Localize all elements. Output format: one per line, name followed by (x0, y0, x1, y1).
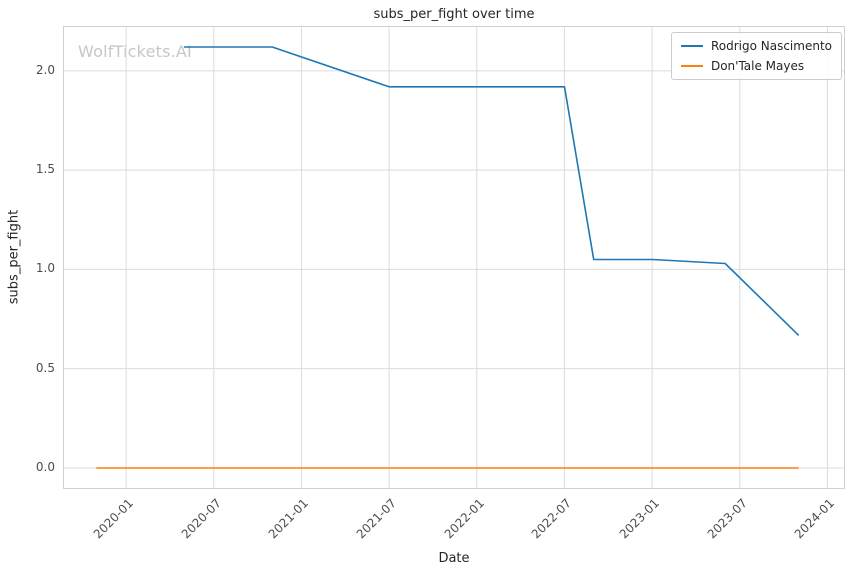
legend-line-swatch (680, 45, 703, 47)
watermark: WolfTickets.AI (78, 42, 192, 61)
legend-line-swatch (680, 65, 703, 67)
x-tick-label: 2020-07 (178, 496, 224, 542)
chart-title: subs_per_fight over time (373, 7, 535, 22)
y-tick-label: 0.0 (35, 459, 55, 474)
legend-item[interactable]: Don'Tale Mayes (680, 59, 832, 73)
y-tick-label: 2.0 (35, 62, 55, 77)
legend-item-label: Rodrigo Nascimento (710, 39, 832, 53)
y-tick-label: 0.5 (35, 360, 55, 375)
x-tick-label: 2021-07 (353, 496, 400, 542)
legend-item-label: Don'Tale Mayes (710, 59, 805, 73)
x-tick-label: 2024-01 (792, 496, 838, 542)
x-tick-label: 2023-01 (616, 496, 663, 542)
x-tick-label: 2022-01 (441, 496, 487, 542)
legend-item[interactable]: Rodrigo Nascimento (680, 39, 832, 53)
plot-border (63, 26, 845, 489)
x-tick-label: 2021-01 (266, 496, 312, 542)
x-tick-label: 2022-07 (529, 496, 575, 542)
y-tick-label: 1.5 (35, 162, 55, 177)
x-tick-label: 2023-07 (704, 496, 750, 542)
y-tick-label: 1.0 (35, 261, 55, 276)
y-axis-label: subs_per_fight (6, 209, 22, 305)
x-axis-label: Date (438, 551, 470, 566)
x-tick-label: 2020-01 (90, 496, 137, 542)
series-line-0 (183, 46, 800, 336)
legend: Rodrigo Nascimento Don'Tale Mayes (670, 32, 842, 80)
plot-area (63, 26, 845, 489)
